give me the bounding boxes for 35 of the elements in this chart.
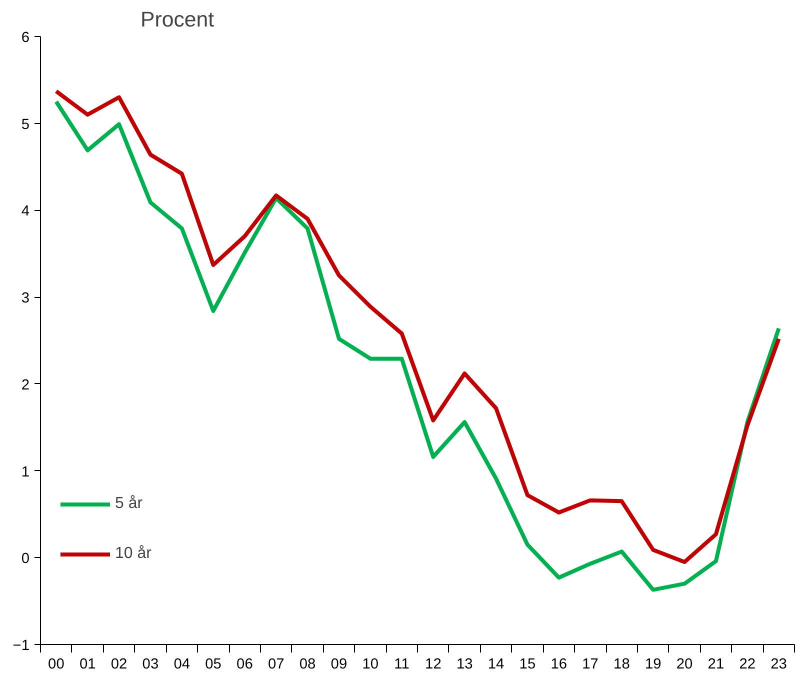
x-tick-label: 00	[48, 656, 64, 672]
x-tick-label: 08	[299, 656, 316, 672]
x-tick-label: 02	[110, 656, 128, 672]
x-tick-label: 01	[79, 656, 96, 672]
x-tick-label: 05	[205, 656, 222, 672]
x-tick-label: 12	[425, 656, 442, 672]
y-tick-label: 3	[21, 290, 30, 307]
y-tick-label: −1	[12, 638, 30, 654]
y-axis-title: Procent	[140, 8, 214, 32]
x-tick-label: 10	[362, 656, 379, 672]
x-tick-label: 14	[488, 656, 504, 672]
x-tick-label: 09	[330, 656, 348, 672]
x-tick-label: 15	[519, 656, 536, 672]
x-tick-label: 18	[614, 656, 630, 672]
x-tick-label: 03	[142, 656, 159, 672]
y-tick-label: 2	[21, 377, 30, 394]
y-tick-label: 0	[21, 551, 30, 568]
x-tick-label: 17	[582, 656, 598, 672]
x-tick-label: 20	[676, 656, 693, 672]
x-tick-label: 11	[394, 656, 410, 672]
y-tick-label: 1	[21, 464, 30, 480]
y-tick-label: 4	[21, 204, 30, 220]
x-tick-label: 19	[644, 656, 662, 672]
x-tick-label: 22	[739, 656, 756, 672]
x-tick-label: 21	[708, 656, 724, 672]
y-tick-label: 5	[21, 116, 30, 133]
legend-label: 5 år	[115, 495, 143, 513]
y-tick-label: 6	[21, 30, 30, 46]
x-tick-label: 07	[268, 656, 284, 672]
x-tick-label: 16	[550, 656, 568, 672]
x-tick-label: 06	[236, 656, 253, 672]
x-tick-label: 13	[456, 656, 473, 672]
x-tick-label: 04	[174, 656, 190, 672]
x-tick-label: 23	[770, 656, 787, 672]
legend-label: 10 år	[115, 545, 152, 563]
